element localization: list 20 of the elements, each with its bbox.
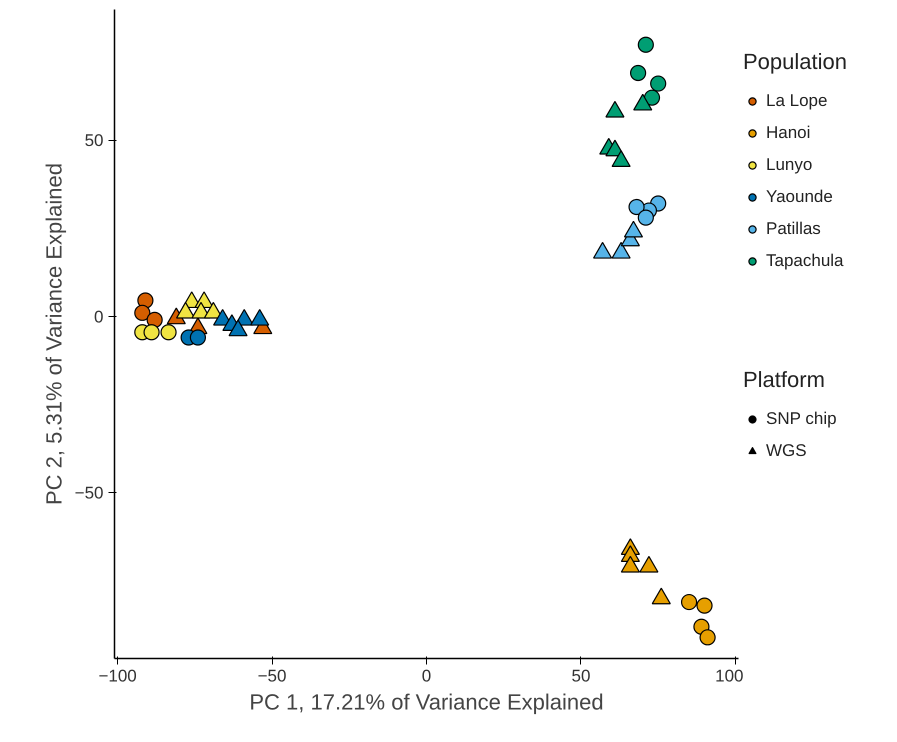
legend-label: Patillas [766, 218, 821, 240]
y-tick-label: 0 [94, 307, 104, 326]
legend-label: Tapachula [766, 250, 844, 272]
x-tick-label: 0 [422, 666, 432, 686]
x-tick-label: 100 [715, 666, 744, 686]
legend-label: Hanoi [766, 122, 810, 144]
y-tick-label: −50 [74, 484, 104, 503]
x-axis-title: PC 1, 17.21% of Variance Explained [249, 690, 604, 714]
text: Platform [743, 367, 826, 393]
x-tick-label: 50 [572, 666, 590, 686]
legend-label: WGS [766, 440, 807, 462]
legend-title: Population [743, 49, 847, 75]
x-tick-label: −100 [98, 666, 137, 686]
legend-label: La Lope [766, 90, 828, 112]
legend-label: SNP chip [766, 408, 837, 430]
x-tick-label: −50 [258, 666, 286, 686]
legend-label: Lunyo [766, 154, 812, 176]
y-axis-title: PC 2, 5.31% of Variance Explained [42, 162, 67, 506]
y-tick-label: 50 [84, 131, 104, 150]
legend-label: Yaounde [766, 186, 833, 208]
